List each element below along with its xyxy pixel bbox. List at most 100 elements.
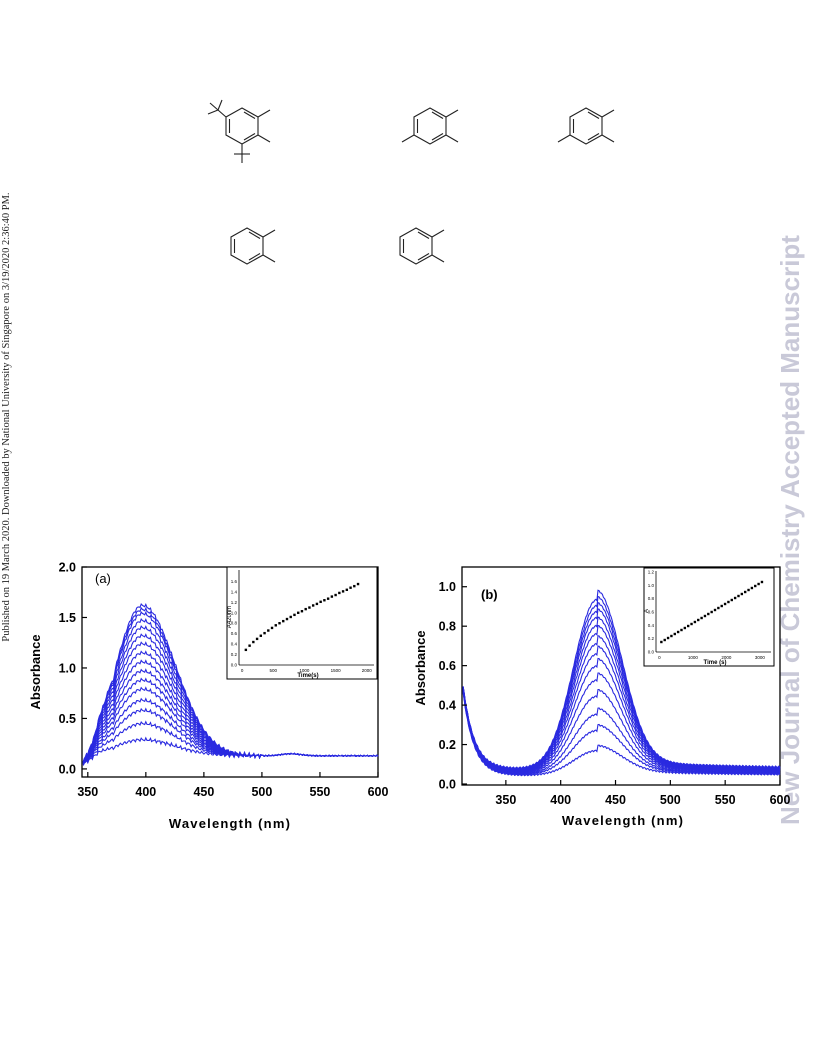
- chart-a: 350 400 450 500 550 600 0.0 0.5 1.0 1.5 2.0 0 500 10…: [28, 561, 389, 832]
- chart-b-inset-point: [703, 614, 707, 618]
- chart-b-ytick-label: 0.6: [439, 659, 456, 673]
- chart-b-inset-point: [710, 610, 713, 614]
- chart-a-inset-point: [259, 634, 263, 637]
- chart-a-inset-point: [248, 644, 251, 647]
- chart-a-inset-xtick-label: 2000: [362, 668, 373, 673]
- molecule-2: [401, 107, 459, 145]
- chart-b-xlabel: Wavelength (nm): [562, 813, 684, 828]
- chart-a-panel-label: (a): [95, 571, 111, 586]
- chart-b-inset-point: [670, 634, 673, 638]
- chart-b-xtick-label: 600: [770, 793, 791, 807]
- chart-b-inset-xlabel: Time (s): [704, 660, 727, 666]
- chart-a-inset-point: [282, 619, 285, 623]
- chart-b-inset-ytick-label: 0.4: [648, 623, 655, 628]
- chart-b-ytick-label: 1.0: [439, 580, 456, 594]
- chart-b-spectrum-1: [462, 692, 781, 777]
- chart-a-inset-xlabel: Time(s): [297, 673, 318, 679]
- chart-b-spectrum-3: [462, 691, 781, 775]
- chart-b: 350 400 450 500 550 600 0.0 0.2 0.4 0.6 0.8 1.0 0 10…: [413, 566, 791, 828]
- chart-a-ytick-label: 1.5: [59, 611, 76, 625]
- chart-b-inset-point: [697, 618, 700, 622]
- chart-a-xtick-label: 450: [193, 785, 214, 799]
- chart-b-inset-point: [717, 606, 720, 610]
- chart-a-inset-ytick-label: 0.2: [231, 652, 238, 657]
- chart-b-spectrum-4: [462, 688, 781, 774]
- chart-b-ylabel: Absorbance: [413, 630, 428, 705]
- chart-b-inset-point: [733, 596, 737, 600]
- chart-b-inset-point: [663, 638, 666, 642]
- chart-b-inset-point: [686, 624, 690, 628]
- molecule-1: [207, 99, 271, 163]
- chart-b-inset-point: [740, 592, 744, 596]
- chart-a-inset-point: [252, 640, 255, 644]
- chart-b-inset-point: [693, 620, 697, 624]
- chart-a-inset-point: [285, 617, 289, 621]
- chart-a-inset-ylabel: A420nm: [227, 606, 233, 628]
- chart-a-inset-ytick-label: 1.4: [231, 589, 238, 594]
- chart-b-inset-ylabel: A: [644, 609, 650, 613]
- chart-b-inset-xtick-label: 1000: [688, 655, 699, 660]
- chart-b-inset-point: [713, 608, 717, 612]
- chart-b-inset-xtick-label: 2000: [721, 655, 732, 660]
- chart-b-ytick-label: 0.4: [439, 699, 456, 713]
- chart-b-inset-point: [690, 622, 693, 626]
- chart-b-inset-point: [673, 632, 676, 636]
- chart-a-inset-point: [338, 591, 341, 595]
- chart-a-inset-point: [274, 624, 277, 627]
- chart-a-inset-point: [334, 593, 337, 597]
- chart-a-inset-ytick-label: 1.6: [231, 579, 238, 584]
- chart-b-inset-point: [720, 604, 723, 608]
- chart-b-plot-border: [461, 566, 781, 786]
- chart-b-panel-label: (b): [481, 587, 498, 602]
- chart-a-inset-point: [278, 622, 281, 625]
- chart-b-inset-ytick-label: 0.0: [648, 650, 655, 655]
- chart-b-inset-ytick-label: 0.2: [648, 636, 655, 641]
- chart-b-inset-point: [760, 580, 764, 584]
- chart-b-inset-point: [730, 598, 733, 602]
- chart-a-series: [82, 602, 379, 766]
- chart-b-plot-frame: [461, 566, 781, 786]
- chart-a-axes: 350 400 450 500 550 600 0.0 0.5 1.0 1.5 2.0: [59, 561, 389, 800]
- chart-a-xlabel: Wavelength (nm): [169, 816, 291, 831]
- chart-b-inset: 0 1000 2000 3000 0.0 0.2 0.4 0.6 0.8 1.0 1.2 Time (…: [643, 567, 775, 667]
- chart-b-axes: 350 400 450 500 550 600 0.0 0.2 0.4 0.6 0.8 1.0: [439, 580, 791, 807]
- chart-a-inset-point: [300, 610, 304, 613]
- chemical-structures: [207, 99, 615, 265]
- chart-b-inset-point: [666, 636, 670, 640]
- chart-a-inset-xtick-label: 500: [270, 668, 278, 673]
- chart-a-inset-point: [308, 606, 311, 609]
- chart-b-inset-point: [737, 594, 740, 598]
- chart-a-inset-point: [315, 602, 319, 606]
- chart-b-ytick-label: 0.2: [439, 738, 456, 752]
- chart-a-xtick-label: 350: [77, 785, 98, 799]
- chart-a-inset-ytick-label: 0.0: [231, 663, 238, 668]
- chart-b-spectrum-14: [462, 589, 781, 770]
- chart-b-inset-ytick-label: 1.2: [648, 570, 655, 575]
- chart-b-ytick-label: 0.0: [439, 778, 456, 792]
- chart-a-inset-xtick-label: 1000: [299, 668, 310, 673]
- chart-a-inset-ytick-label: 0.6: [231, 631, 238, 636]
- chart-b-xtick-label: 400: [550, 793, 571, 807]
- chart-a-inset-point: [319, 600, 322, 604]
- chart-b-xtick-label: 350: [495, 793, 516, 807]
- chart-a-inset-xtick-label: 0: [241, 668, 244, 673]
- chart-b-ytick-label: 0.8: [439, 620, 456, 634]
- chart-b-inset-point: [747, 588, 750, 592]
- chart-b-inset-point: [727, 600, 730, 604]
- chart-a-ylabel: Absorbance: [28, 634, 43, 709]
- chart-b-series: [462, 589, 781, 777]
- chart-a-inset-point: [311, 604, 315, 607]
- chart-a-inset-point: [270, 626, 274, 630]
- chart-a-inset-ytick-label: 1.2: [231, 600, 238, 605]
- chart-a-xtick-label: 550: [310, 785, 331, 799]
- chart-a-inset-point: [356, 582, 360, 586]
- chart-a-inset-point: [323, 599, 326, 602]
- molecule-4: [230, 227, 276, 265]
- chart-a-inset-point: [353, 584, 356, 588]
- chart-a-inset-point: [330, 595, 334, 598]
- chart-a-inset-point: [263, 631, 266, 635]
- chart-b-spectrum-2: [462, 692, 781, 776]
- chart-a-inset-point: [326, 597, 330, 600]
- chart-a-inset-border: [226, 566, 378, 680]
- chart-a-inset-ytick-label: 0.8: [231, 621, 238, 626]
